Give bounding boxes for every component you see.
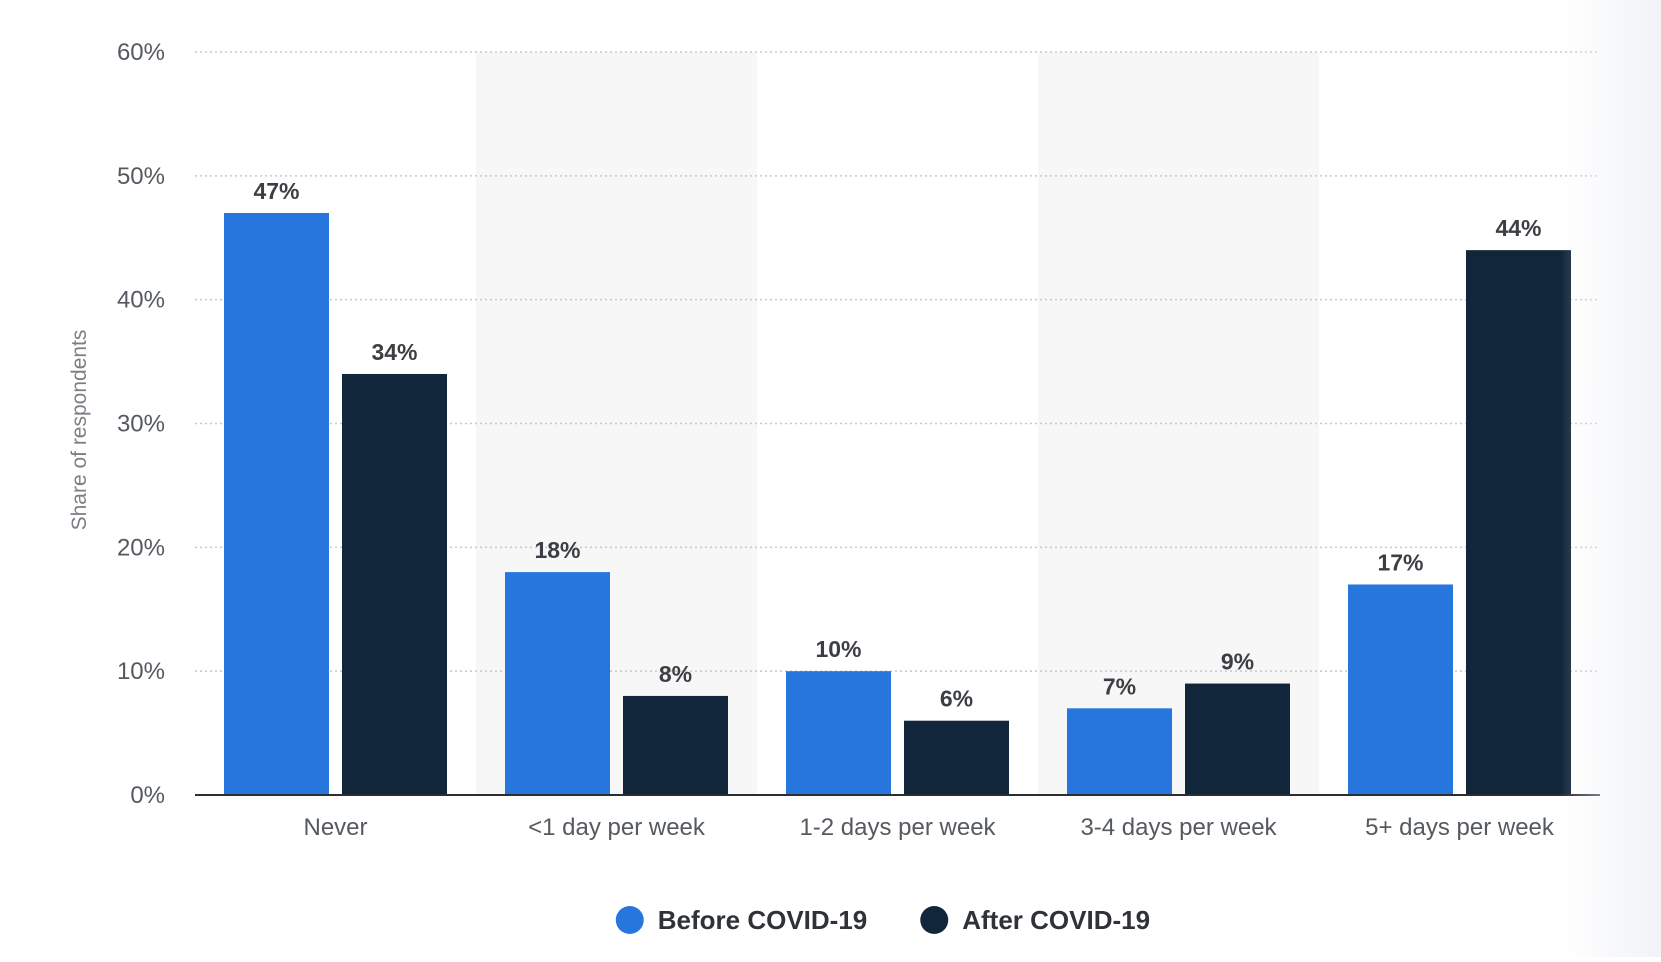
data-label: 47% [253, 178, 299, 204]
category-band [1038, 52, 1319, 795]
x-category-label: 1-2 days per week [799, 814, 996, 841]
bar-after[interactable] [1466, 250, 1571, 796]
x-category-label: 3-4 days per week [1080, 814, 1277, 841]
data-labels: 47% 34% 18% 8% 10% 6% 7% 9% 17% 44% [253, 178, 1541, 712]
bar-after[interactable] [623, 695, 728, 795]
data-label: 34% [371, 339, 417, 365]
y-axis-ticks: 0% 10% 20% 30% 40% 50% 60% [117, 39, 165, 809]
x-category-label: Never [303, 814, 367, 841]
bar-after[interactable] [904, 720, 1009, 795]
data-label: 10% [815, 636, 861, 662]
data-label: 44% [1495, 215, 1541, 241]
y-tick-label: 0% [130, 782, 165, 809]
y-tick-label: 20% [117, 534, 165, 561]
y-tick-label: 40% [117, 287, 165, 314]
bar-before[interactable] [505, 572, 610, 795]
y-axis-title: Share of respondents [68, 330, 91, 531]
legend-label: After COVID-19 [962, 905, 1150, 935]
bar-before[interactable] [224, 212, 329, 795]
data-label: 8% [659, 661, 692, 687]
x-category-label: <1 day per week [528, 814, 706, 841]
data-label: 6% [940, 686, 973, 712]
legend-swatch [920, 906, 949, 934]
x-category-label: 5+ days per week [1365, 814, 1555, 841]
legend: Before COVID-19 After COVID-19 [615, 905, 1150, 935]
bar-before[interactable] [1067, 708, 1172, 795]
legend-item-before[interactable]: Before COVID-19 [615, 905, 868, 935]
data-label: 17% [1377, 549, 1423, 575]
bar-after[interactable] [342, 373, 447, 795]
legend-item-after[interactable]: After COVID-19 [920, 905, 1150, 935]
data-label: 7% [1103, 673, 1136, 699]
y-tick-label: 60% [117, 39, 165, 66]
y-tick-label: 50% [117, 163, 165, 190]
bar-after[interactable] [1185, 683, 1290, 795]
y-tick-label: 10% [117, 658, 165, 685]
legend-swatch [615, 906, 644, 934]
data-label: 18% [534, 537, 580, 563]
legend-label: Before COVID-19 [658, 905, 868, 935]
bar-before[interactable] [1348, 584, 1453, 795]
bars [224, 212, 1571, 796]
data-label: 9% [1221, 649, 1254, 675]
x-axis-categories: Never <1 day per week 1-2 days per week 3-4… [303, 814, 1554, 841]
bar-before[interactable] [786, 671, 891, 795]
right-edge-shade [1561, 0, 1661, 957]
y-tick-label: 30% [117, 411, 165, 438]
